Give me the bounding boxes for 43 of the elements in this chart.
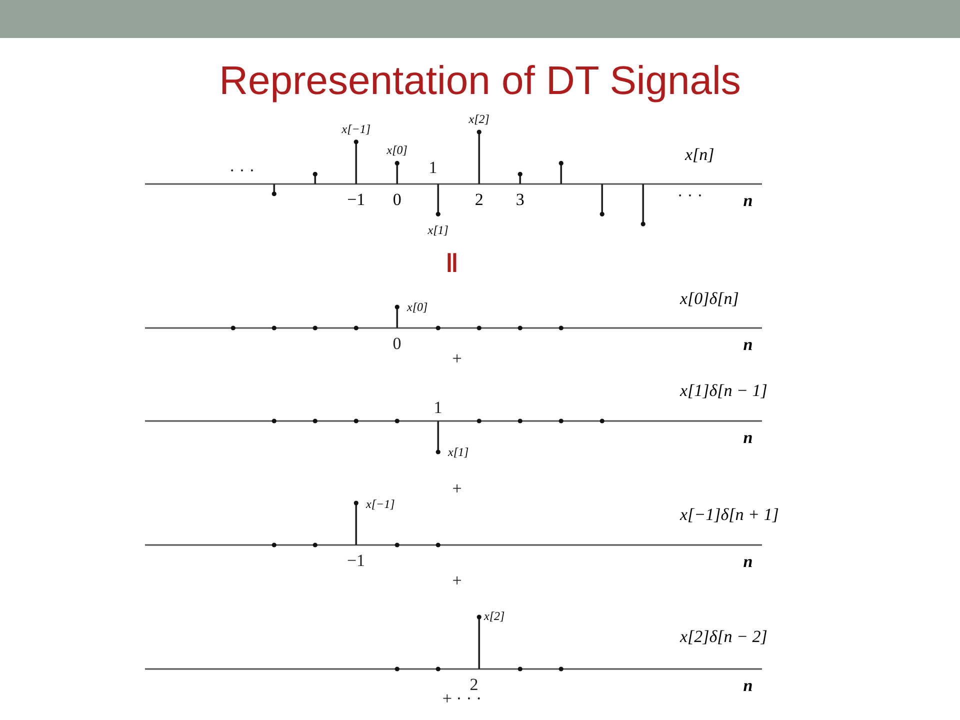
y-axis-title: x[n]	[684, 145, 714, 164]
text: −1	[346, 551, 366, 570]
annotation: x[0]	[406, 300, 428, 314]
x-tick-label: 3	[516, 190, 524, 209]
text: +	[452, 479, 462, 498]
annotation: x[2]	[468, 112, 490, 126]
point	[640, 222, 646, 226]
y-axis-title: x[−1]δ[n + 1]	[679, 505, 779, 524]
x-axis-title: n	[743, 428, 753, 447]
y-axis-title: x[2]δ[n − 2]	[679, 627, 768, 646]
annotation: x[1]	[426, 223, 449, 238]
annotation: x[−1]	[365, 497, 396, 511]
text: ‖	[446, 248, 458, 278]
point	[354, 140, 358, 144]
annotation: x[0]	[386, 143, 408, 158]
x-axis-title: n	[743, 676, 753, 695]
x-axis-title: n	[743, 552, 753, 571]
point	[436, 212, 440, 216]
y-axis-title: x[1]δ[n − 1]	[679, 381, 768, 400]
point	[518, 172, 522, 176]
x-tick-label: 2	[474, 190, 484, 209]
annotation: x[2]	[483, 609, 505, 623]
x-axis-title: n	[743, 191, 753, 210]
text: 0	[392, 334, 402, 353]
text: 1	[434, 398, 442, 417]
point	[558, 160, 564, 166]
point	[476, 130, 482, 134]
text: +	[452, 571, 462, 590]
x-axis-title: n	[743, 335, 753, 354]
annotation: · · ·	[229, 161, 255, 180]
annotation: · · ·	[677, 186, 703, 205]
annotation: x[1]	[447, 445, 469, 459]
point	[394, 160, 400, 166]
annotation: 1	[428, 158, 438, 177]
chart-title: Representation of DT Signals	[219, 59, 741, 103]
x-tick-label: −1	[347, 190, 366, 209]
point	[600, 212, 604, 216]
point	[272, 192, 276, 196]
x-tick-label: 0	[392, 190, 402, 209]
annotation: x[−1]	[340, 122, 371, 136]
y-axis-title: x[0]δ[n]	[679, 289, 739, 308]
point	[312, 172, 318, 176]
text: +	[452, 349, 462, 368]
